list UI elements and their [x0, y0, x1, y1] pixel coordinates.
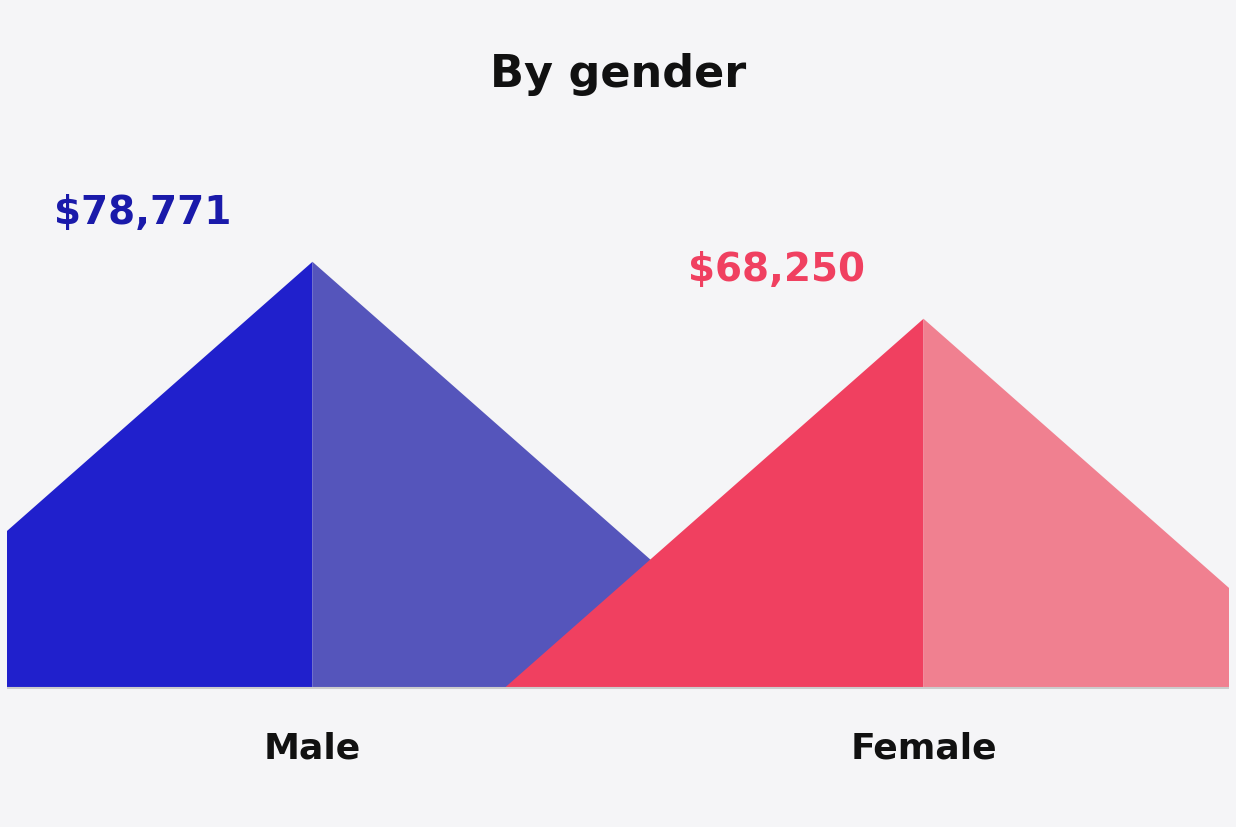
Polygon shape — [313, 262, 796, 688]
Text: Female: Female — [850, 731, 997, 765]
Polygon shape — [923, 319, 1236, 688]
Text: $78,771: $78,771 — [54, 194, 232, 232]
Text: $68,250: $68,250 — [688, 251, 865, 289]
Text: Male: Male — [263, 731, 361, 765]
Text: By gender: By gender — [489, 54, 747, 97]
Polygon shape — [504, 319, 923, 688]
Polygon shape — [0, 262, 313, 688]
